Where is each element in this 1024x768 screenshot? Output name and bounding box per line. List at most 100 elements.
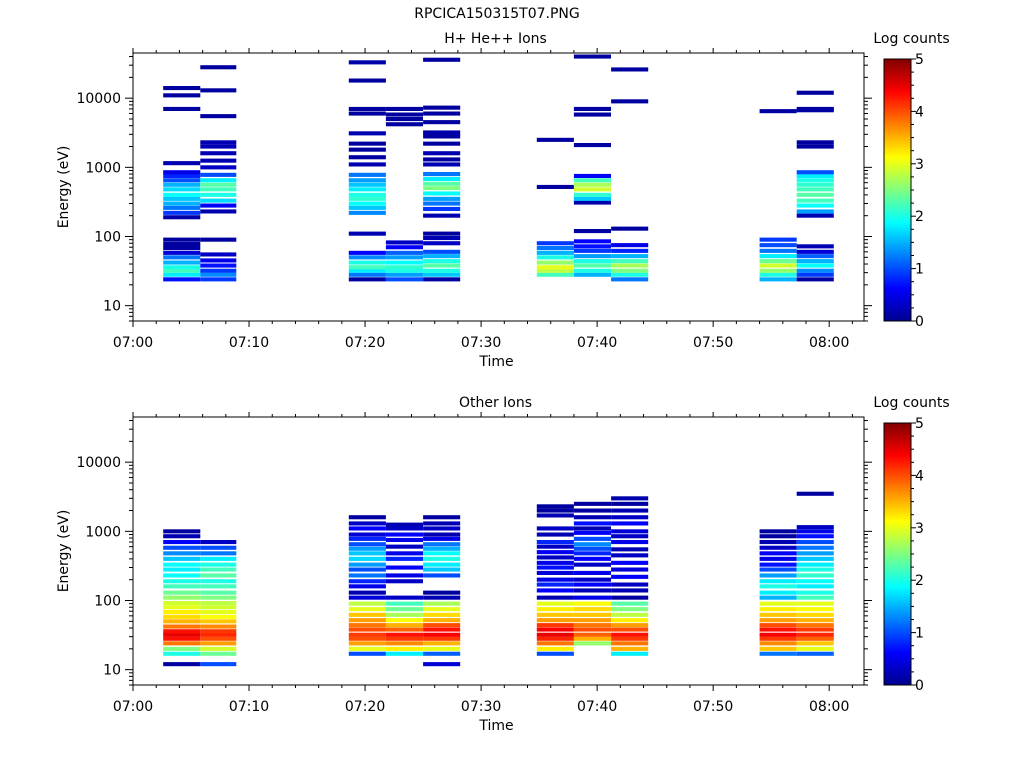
spectrogram-cell: [200, 629, 237, 634]
spectrogram-cell: [423, 111, 461, 116]
x-tick-label: 07:20: [345, 335, 385, 351]
spectrogram-cell: [385, 573, 423, 578]
spectrogram-cell: [796, 144, 834, 149]
x-tick-label: 07:10: [229, 335, 269, 351]
spectrogram-column: [759, 529, 797, 656]
spectrogram-cell: [163, 619, 201, 624]
spectrogram-cell: [200, 551, 237, 556]
spectrogram-cell: [759, 277, 797, 282]
spectrogram-cell: [163, 590, 201, 595]
spectrogram-cell: [163, 182, 201, 187]
spectrogram-cell: [163, 170, 201, 175]
spectrogram-cell: [536, 246, 574, 251]
spectrogram-cell: [611, 623, 649, 628]
spectrogram-cell: [573, 551, 611, 556]
spectrogram-cell: [348, 562, 386, 567]
spectrogram-cell: [385, 612, 423, 617]
spectrogram-cell: [423, 268, 461, 273]
spectrogram-cell: [573, 612, 611, 617]
spectrogram-cell: [348, 268, 386, 273]
spectrogram-cell: [385, 641, 423, 646]
spectrogram-cell: [759, 545, 797, 550]
spectrogram-cell: [348, 187, 386, 192]
spectrogram-cell: [573, 187, 611, 192]
spectrogram-cell: [536, 577, 574, 582]
spectrogram-cell: [573, 254, 611, 259]
spectrogram-cell: [759, 627, 797, 632]
spectrogram-cell: [423, 556, 461, 561]
spectrogram-cell: [573, 515, 611, 520]
spectrogram-cell: [348, 573, 386, 578]
spectrogram-cell: [796, 641, 834, 646]
spectrogram-cell: [796, 618, 834, 623]
spectrogram-cell: [796, 627, 834, 632]
spectrogram-cell: [385, 106, 423, 111]
spectrogram-cell: [796, 584, 834, 589]
spectrogram-cell: [200, 619, 237, 624]
spectrogram-cell: [348, 590, 386, 595]
colorbar-tick-label: 1: [915, 262, 924, 278]
spectrogram-cell: [573, 530, 611, 535]
spectrogram-cell: [163, 272, 201, 277]
colorbar-tick-label: 4: [915, 104, 924, 120]
spectrogram-cell: [759, 573, 797, 578]
spectrogram-cell: [759, 595, 797, 600]
spectrogram-cell: [385, 632, 423, 637]
colorbar: [883, 422, 912, 686]
spectrogram-cell: [536, 250, 574, 255]
spectrogram-cell: [796, 551, 834, 556]
x-tick-label: 07:20: [345, 699, 385, 715]
spectrogram-cell: [385, 117, 423, 122]
spectrogram-cell: [611, 641, 649, 646]
spectrogram-cell: [423, 162, 461, 167]
spectrogram-cell: [348, 182, 386, 187]
spectrogram-cell: [423, 662, 461, 667]
spectrogram-cell: [536, 272, 574, 277]
spectrogram-cell: [759, 641, 797, 646]
spectrogram-cell: [759, 636, 797, 641]
spectrogram-cell: [163, 201, 201, 206]
spectrogram-cell: [611, 534, 649, 539]
spectrogram-cell: [348, 618, 386, 623]
spectrogram-cell: [348, 196, 386, 201]
spectrogram-cell: [348, 651, 386, 656]
x-tick-label: 07:10: [229, 699, 269, 715]
spectrogram-column: [796, 90, 834, 282]
spectrogram-cell: [611, 529, 649, 534]
spectrogram-cell: [423, 105, 461, 110]
spectrogram-cell: [385, 556, 423, 561]
spectrogram-cell: [611, 588, 649, 593]
spectrogram-cell: [348, 210, 386, 215]
spectrogram-cell: [573, 268, 611, 273]
spectrogram-cell: [163, 173, 201, 178]
spectrogram-cell: [385, 579, 423, 584]
spectrogram-cell: [348, 632, 386, 637]
spectrogram-cell: [200, 624, 237, 629]
spectrogram-cell: [348, 646, 386, 651]
spectrogram-cell: [200, 268, 237, 273]
spectrogram-cell: [200, 158, 237, 163]
spectrogram-cell: [348, 231, 386, 236]
spectrogram-cell: [163, 646, 201, 651]
y-tick-label: 1000: [85, 524, 121, 540]
x-axis-label: Time: [478, 718, 513, 734]
spectrogram-cell: [536, 641, 574, 646]
spectrogram-cell: [423, 141, 461, 146]
spectrogram-cell: [536, 651, 574, 656]
spectrogram-cell: [536, 565, 574, 570]
spectrogram-cell: [796, 263, 834, 268]
spectrogram-cell: [611, 553, 649, 558]
spectrogram-cell: [348, 250, 386, 255]
spectrogram-cell: [611, 560, 649, 565]
spectrogram-cell: [611, 243, 649, 248]
spectrogram-column: [385, 522, 423, 656]
spectrogram-cell: [200, 646, 237, 651]
spectrogram-cell: [759, 584, 797, 589]
y-tick-label: 10000: [76, 455, 121, 471]
spectrogram-cell: [348, 601, 386, 606]
spectrogram-cell: [163, 205, 201, 210]
spectrogram-cell: [200, 651, 237, 656]
spectrogram-cell: [423, 277, 461, 282]
spectrogram-cell: [200, 556, 237, 561]
spectrogram-cell: [536, 570, 574, 575]
